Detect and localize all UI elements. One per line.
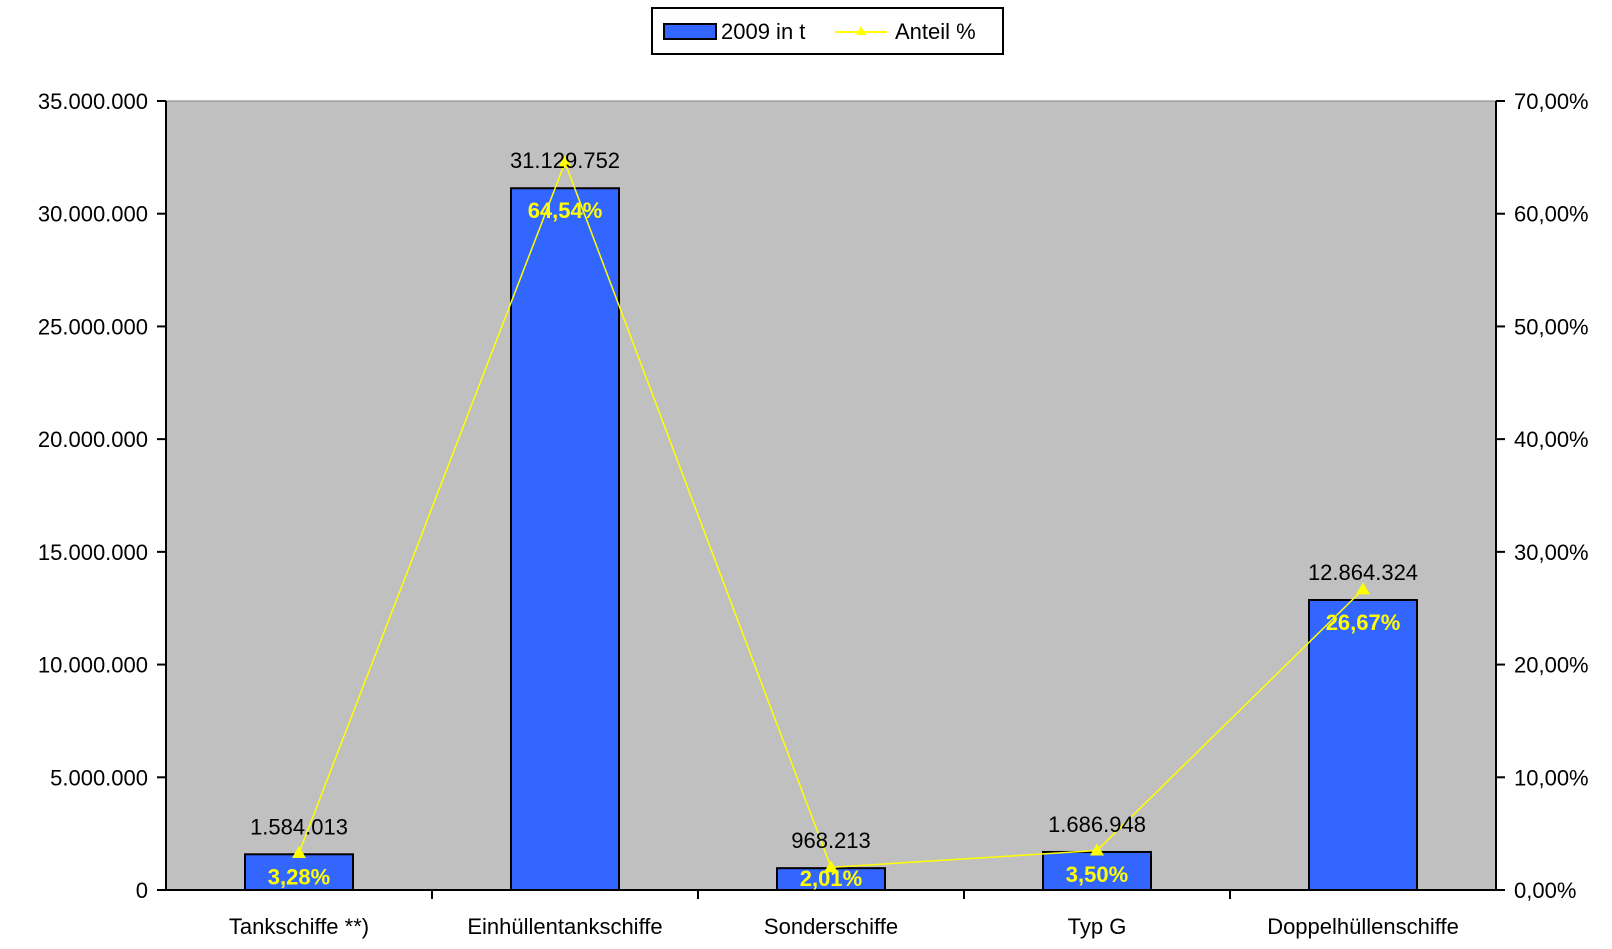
left-tick-label: 15.000.000 — [38, 540, 148, 565]
share-value-label: 3,50% — [1066, 862, 1128, 887]
left-tick-label: 35.000.000 — [38, 89, 148, 114]
legend-line-label: Anteil % — [895, 19, 976, 44]
share-value-label: 3,28% — [268, 864, 330, 889]
legend-bar-label: 2009 in t — [721, 19, 805, 44]
left-tick-label: 10.000.000 — [38, 653, 148, 678]
right-tick-label: 40,00% — [1514, 427, 1589, 452]
right-tick-label: 30,00% — [1514, 540, 1589, 565]
share-value-label: 26,67% — [1326, 610, 1401, 635]
left-tick-label: 5.000.000 — [50, 765, 148, 790]
left-tick-label: 25.000.000 — [38, 314, 148, 339]
share-marker-icon — [292, 846, 306, 859]
category-label: Typ G — [1068, 914, 1127, 939]
category-label: Doppelhüllenschiffe — [1267, 914, 1459, 939]
plot-area — [165, 100, 1497, 891]
bar-value-label: 1.584.013 — [250, 814, 348, 839]
share-marker-icon — [1090, 843, 1104, 856]
share-marker-icon — [558, 155, 572, 168]
left-tick-label: 20.000.000 — [38, 427, 148, 452]
right-tick-label: 10,00% — [1514, 765, 1589, 790]
category-label: Sonderschiffe — [764, 914, 898, 939]
share-value-label: 2,01% — [800, 866, 862, 891]
right-tick-label: 20,00% — [1514, 653, 1589, 678]
category-label: Einhüllentankschiffe — [467, 914, 662, 939]
share-marker-icon — [1356, 582, 1370, 595]
left-tick-label: 30.000.000 — [38, 202, 148, 227]
right-tick-label: 50,00% — [1514, 314, 1589, 339]
left-tick-label: 0 — [136, 878, 148, 903]
right-tick-label: 60,00% — [1514, 202, 1589, 227]
legend-line-marker-icon — [856, 26, 866, 35]
share-marker-icon — [824, 860, 838, 873]
share-line — [292, 155, 1370, 873]
bar-value-label: 968.213 — [791, 828, 871, 853]
bars — [244, 187, 1418, 892]
bar-value-label: 31.129.752 — [510, 148, 620, 173]
bar-value-label: 12.864.324 — [1308, 560, 1418, 585]
right-tick-label: 0,00% — [1514, 878, 1576, 903]
axes: 0 5.000.000 10.000.000 15.000.000 20.000.000… — [38, 89, 1589, 939]
bar-value-label: 1.686.948 — [1048, 812, 1146, 837]
bar — [510, 187, 620, 891]
legend: 2009 in t Anteil % — [651, 7, 1004, 55]
data-labels: 1.584.013 31.129.752 968.213 1.686.948 12.86… — [250, 148, 1418, 891]
right-tick-label: 70,00% — [1514, 89, 1589, 114]
share-value-label: 64,54% — [528, 198, 603, 223]
bar — [1308, 599, 1418, 892]
category-label: Tankschiffe **) — [229, 914, 369, 939]
legend-bar-swatch — [663, 23, 717, 40]
